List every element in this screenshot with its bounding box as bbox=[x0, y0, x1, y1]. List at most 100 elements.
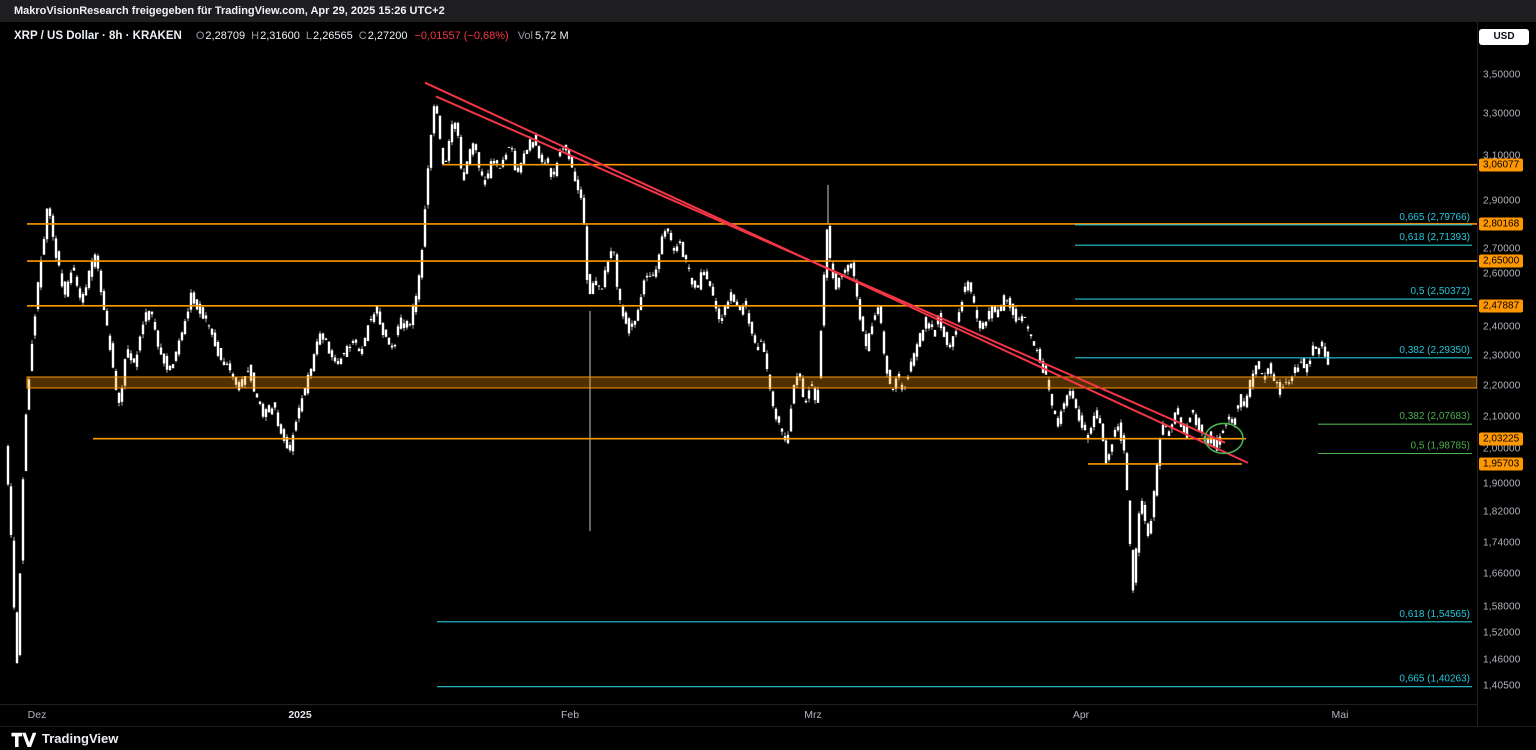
time-label: 2025 bbox=[288, 709, 312, 721]
candle-body bbox=[450, 124, 454, 143]
candle-body bbox=[492, 161, 496, 164]
candle-body bbox=[681, 242, 685, 257]
price-level-badge[interactable]: 2,03225 bbox=[1479, 432, 1524, 446]
candle-body bbox=[660, 236, 664, 255]
candle-body bbox=[105, 310, 109, 326]
candle-body bbox=[945, 332, 949, 345]
candle-body bbox=[360, 348, 364, 355]
candle-body bbox=[1164, 426, 1168, 427]
fib-level-label: 0,382 (2,07683) bbox=[1399, 411, 1470, 422]
price-level-badge[interactable]: 3,06077 bbox=[1479, 158, 1524, 172]
candle-body bbox=[576, 179, 580, 191]
candle-body bbox=[471, 143, 475, 155]
supply-zone[interactable] bbox=[26, 376, 1477, 389]
candle-body bbox=[438, 115, 442, 139]
ohlc-values: O2,28709 H2,31600 L2,26565 C2,27200 bbox=[190, 30, 408, 42]
price-level-badge[interactable]: 2,80168 bbox=[1479, 217, 1524, 231]
candle-body bbox=[780, 428, 784, 432]
candle-body bbox=[543, 162, 547, 164]
candle-body bbox=[24, 414, 28, 471]
candle-body bbox=[1098, 418, 1102, 424]
candle-body bbox=[1110, 444, 1114, 452]
candle-body bbox=[948, 344, 952, 348]
candle-body bbox=[1245, 395, 1249, 408]
candle-body bbox=[1029, 334, 1033, 337]
candle-body bbox=[996, 309, 1000, 317]
candle-body bbox=[894, 378, 898, 389]
candle-body bbox=[375, 305, 379, 314]
candle-body bbox=[696, 285, 700, 288]
candle-body bbox=[1068, 391, 1072, 396]
candle-body bbox=[1122, 435, 1126, 451]
candle-body bbox=[84, 287, 88, 296]
candle-body bbox=[138, 336, 142, 351]
attribution-text: MakroVisionResearch freigegeben für Trad… bbox=[14, 5, 445, 17]
price-level-badge[interactable]: 2,47887 bbox=[1479, 299, 1524, 313]
candle-body bbox=[288, 445, 292, 451]
candle-body bbox=[636, 309, 640, 321]
candle-body bbox=[810, 384, 814, 386]
candle-body bbox=[1146, 523, 1150, 536]
candle-body bbox=[579, 189, 583, 198]
candle-body bbox=[1254, 365, 1258, 375]
highlight-circle[interactable] bbox=[1204, 422, 1244, 455]
candle-body bbox=[465, 161, 469, 174]
tradingview-wordmark[interactable]: TradingView bbox=[42, 731, 119, 746]
candle-body bbox=[156, 330, 160, 347]
candle-body bbox=[879, 306, 883, 324]
candle-body bbox=[417, 275, 421, 300]
candle-body bbox=[1284, 381, 1288, 383]
candle-body bbox=[981, 322, 985, 329]
candle-body bbox=[90, 261, 94, 277]
trendline[interactable] bbox=[435, 95, 1226, 444]
candle-body bbox=[276, 412, 280, 426]
candle-body bbox=[651, 274, 655, 276]
candle-body bbox=[876, 307, 880, 314]
candle-body bbox=[246, 370, 250, 372]
time-axis[interactable]: Dez 2025 Feb Mrz Apr Mai bbox=[0, 704, 1477, 726]
candle-body bbox=[39, 260, 43, 288]
candle-body bbox=[252, 372, 256, 392]
tradingview-logo-icon[interactable] bbox=[10, 731, 36, 747]
candle-body bbox=[231, 373, 235, 378]
candle-body bbox=[846, 265, 850, 272]
price-level-badge[interactable]: 2,65000 bbox=[1479, 254, 1524, 268]
candle-body bbox=[1059, 411, 1063, 424]
candle-body bbox=[132, 358, 136, 363]
candle-body bbox=[165, 356, 169, 370]
candle-body bbox=[129, 353, 133, 361]
candle-body bbox=[594, 280, 598, 286]
volume-label: Vol bbox=[517, 30, 533, 42]
candle-body bbox=[684, 255, 688, 260]
price-axis[interactable]: 3,50000 3,30000 3,10000 2,90000 2,70000 2,600… bbox=[1477, 22, 1536, 726]
price-level-badge[interactable]: 1,95703 bbox=[1479, 457, 1524, 471]
candle-body bbox=[1083, 424, 1087, 431]
candle-body bbox=[48, 208, 52, 216]
candle-body bbox=[1194, 414, 1198, 425]
candle-body bbox=[1173, 412, 1177, 424]
candle-body bbox=[624, 312, 628, 324]
fib-level-label: 0,665 (1,40263) bbox=[1399, 674, 1470, 685]
candle-body bbox=[870, 326, 874, 334]
candle-body bbox=[597, 285, 601, 287]
candle-body bbox=[108, 335, 112, 350]
candle-body bbox=[303, 387, 307, 396]
candle-body bbox=[1086, 435, 1090, 440]
price-tick: 2,30000 bbox=[1483, 350, 1521, 362]
candle-body bbox=[354, 339, 358, 343]
candle-body bbox=[15, 612, 19, 663]
symbol-title[interactable]: XRP / US Dollar · 8h · KRAKEN bbox=[14, 30, 182, 42]
candle-body bbox=[75, 276, 79, 286]
candle-body bbox=[639, 297, 643, 311]
candle-body bbox=[180, 332, 184, 341]
candle-body bbox=[516, 167, 520, 172]
candle-body bbox=[1257, 361, 1261, 369]
candle-body bbox=[162, 353, 166, 364]
currency-toggle-button[interactable]: USD bbox=[1479, 29, 1529, 45]
candle-body bbox=[708, 281, 712, 286]
candle-body bbox=[561, 148, 565, 150]
price-chart-canvas[interactable]: 0,665 (2,79766) 0,618 (2,71393) 0,5 (2,503… bbox=[0, 22, 1477, 704]
time-label: Mrz bbox=[804, 709, 822, 721]
candle-body bbox=[654, 269, 658, 277]
candle-body bbox=[57, 251, 61, 266]
